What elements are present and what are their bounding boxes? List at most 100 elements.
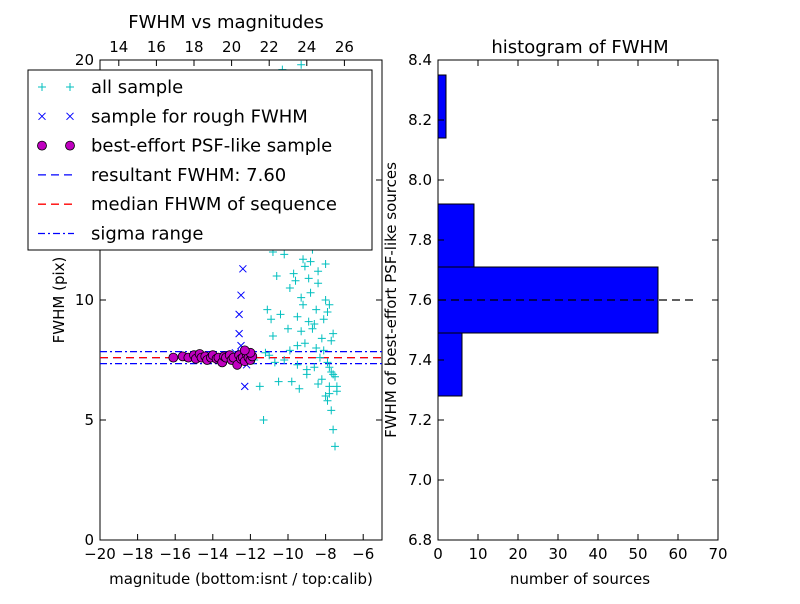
- x-tick-label: −20: [84, 545, 116, 563]
- point-all-sample: [319, 346, 328, 355]
- point-all-sample: [267, 315, 276, 324]
- point-all-sample: [315, 353, 324, 362]
- legend-marker: [65, 140, 75, 151]
- point-all-sample: [285, 346, 294, 355]
- y-tick-label: 7.0: [408, 471, 432, 489]
- histogram-panel: 0 10 20 30 40 50 60 70 6.8 7.0 7.2 7.4 7.6 7.8 8.0 8.2…: [382, 37, 728, 588]
- point-all-sample: [325, 300, 334, 309]
- histogram-bar: [437, 74, 447, 139]
- scatter-title: FWHM vs magnitudes: [128, 12, 323, 33]
- top-tick-label: 18: [184, 38, 203, 56]
- point-all-sample: [314, 279, 323, 288]
- scatter-x-label: magnitude (bottom:isnt / top:calib): [109, 570, 373, 588]
- point-all-sample: [270, 358, 279, 367]
- point-all-sample: [312, 344, 321, 352]
- point-all-sample: [255, 382, 264, 391]
- point-all-sample: [268, 332, 277, 340]
- x-tick-label: 20: [508, 545, 527, 563]
- scatter-top-ticks: 14 16 18 20 22 24 26: [109, 38, 354, 66]
- x-tick-label: −12: [235, 545, 267, 563]
- scatter-legend: all sample sample for rough FWHM best-effo…: [27, 69, 373, 251]
- point-all-sample: [312, 305, 321, 314]
- point-all-sample: [287, 377, 296, 386]
- legend-label: median FHWM of sequence: [91, 194, 337, 215]
- legend-entry: median FHWM of sequence: [38, 194, 337, 215]
- point-all-sample: [327, 336, 336, 345]
- y-tick-label: 8.0: [408, 171, 432, 189]
- point-all-sample: [325, 382, 334, 391]
- point-all-sample: [317, 375, 326, 384]
- point-all-sample: [300, 339, 309, 348]
- point-all-sample: [323, 396, 332, 405]
- top-tick-label: 24: [297, 38, 316, 56]
- point-all-sample: [285, 284, 294, 292]
- point-all-sample: [289, 269, 298, 278]
- legend-entries: all sample sample for rough FWHM best-effo…: [37, 77, 337, 245]
- point-all-sample: [293, 341, 302, 350]
- legend-entry: all sample: [38, 77, 183, 98]
- histogram-bar: [437, 332, 463, 397]
- histogram-y-label: FWHM of best-effort PSF-like sources: [382, 162, 400, 438]
- point-psf-like: [168, 352, 179, 363]
- scatter-x-ticks: −20 −18 −16 −14 −12 −10 −8 −6: [84, 534, 374, 563]
- x-tick-label: 60: [668, 545, 687, 563]
- legend-label: sample for rough FWHM: [91, 106, 308, 127]
- point-all-sample: [274, 377, 283, 386]
- point-all-sample: [314, 380, 323, 388]
- point-all-sample: [272, 272, 281, 280]
- point-all-sample: [331, 442, 339, 451]
- point-all-sample: [297, 60, 306, 69]
- x-tick-label: 0: [433, 545, 443, 563]
- histogram-x-label: number of sources: [510, 570, 650, 588]
- point-all-sample: [276, 310, 285, 319]
- top-tick-label: 20: [222, 38, 241, 56]
- point-all-sample: [321, 296, 330, 304]
- scatter-panel: −20−18−16−14−12−10−8−6 05101520 14161820…: [27, 12, 383, 588]
- point-all-sample: [329, 370, 338, 379]
- point-all-sample: [302, 370, 311, 379]
- top-tick-label: 14: [109, 38, 128, 56]
- legend-label: sigma range: [91, 224, 203, 245]
- point-all-sample: [297, 293, 306, 302]
- x-tick-label: 50: [628, 545, 647, 563]
- point-all-sample: [265, 351, 274, 360]
- y-tick-label: 6.8: [408, 531, 432, 549]
- point-all-sample: [321, 260, 330, 268]
- legend-marker: [38, 83, 46, 91]
- x-tick-label: −6: [352, 545, 374, 563]
- point-all-sample: [327, 406, 336, 415]
- point-all-sample: [293, 360, 302, 369]
- point-psf-like: [239, 345, 250, 356]
- y-tick-label: 5: [84, 411, 94, 429]
- x-tick-label: 10: [468, 545, 487, 563]
- legend-marker: [66, 112, 74, 121]
- point-all-sample: [299, 300, 308, 309]
- point-all-sample: [325, 389, 334, 398]
- point-all-sample: [291, 276, 300, 285]
- legend-marker: [66, 83, 74, 91]
- legend-label: resultant FWHM: 7.60: [91, 165, 286, 186]
- y-tick-label: 7.6: [408, 291, 432, 309]
- top-tick-label: 26: [335, 38, 354, 56]
- point-all-sample: [323, 358, 332, 367]
- point-all-sample: [295, 384, 304, 393]
- y-tick-label: 7.4: [408, 351, 432, 369]
- y-tick-label: 20: [75, 51, 94, 69]
- histogram-bar: [437, 203, 475, 268]
- y-tick-label: 7.2: [408, 411, 432, 429]
- point-all-sample: [314, 267, 323, 276]
- y-tick-label: 8.2: [408, 111, 432, 129]
- legend-entry: best-effort PSF-like sample: [37, 136, 332, 157]
- x-tick-label: −18: [122, 545, 154, 563]
- scatter-y-label: FWHM (pix): [50, 257, 68, 344]
- point-all-sample: [259, 416, 268, 424]
- x-tick-label: 30: [548, 545, 567, 563]
- top-tick-label: 22: [260, 38, 279, 56]
- scatter-plot-area: [100, 60, 382, 451]
- point-all-sample: [306, 288, 315, 297]
- histogram-x-ticks: 0 10 20 30 40 50 60 70: [433, 60, 728, 563]
- x-tick-label: 40: [588, 545, 607, 563]
- point-all-sample: [263, 305, 272, 314]
- legend-frame: [27, 69, 373, 251]
